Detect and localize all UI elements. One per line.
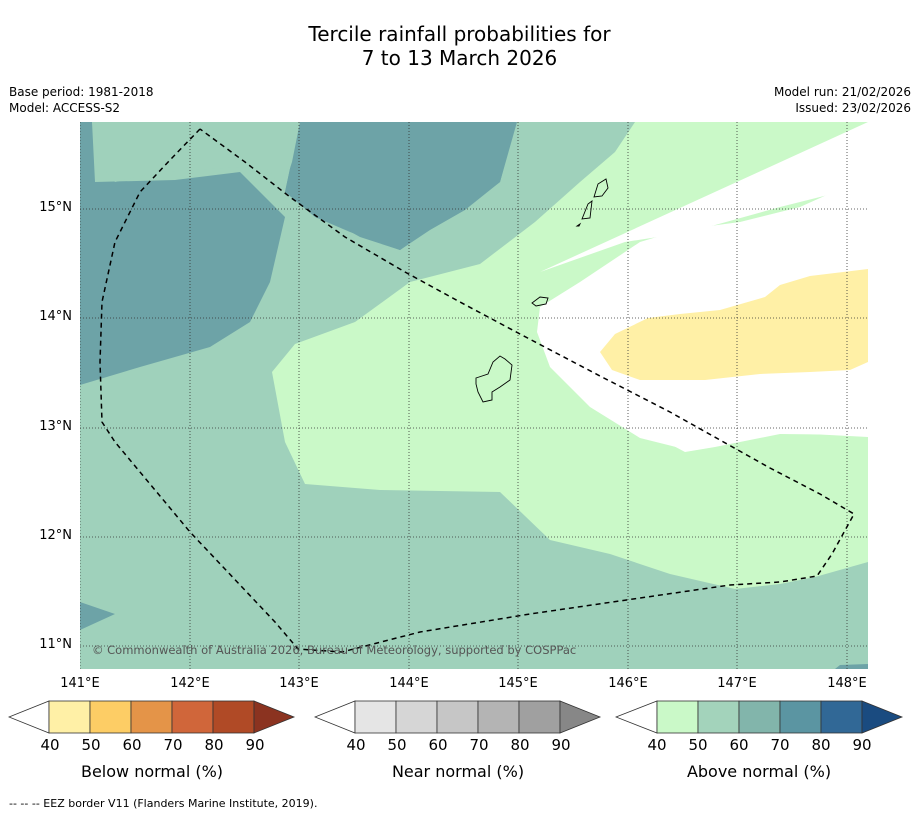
cb-above-swatch-70: [779, 700, 822, 734]
cb-below-upper-arrow: [253, 700, 296, 734]
model-name: Model: ACCESS-S2: [9, 101, 121, 115]
colorbar-below-normal: [8, 700, 296, 734]
no-signal-region-main: [537, 174, 868, 448]
cb-near-tick-50: 50: [387, 736, 407, 754]
lon-label-148e: 148°E: [827, 676, 867, 691]
cb-above-swatch-80: [820, 700, 863, 734]
base-period: Base period: 1981-2018: [9, 85, 154, 99]
cb-above-swatch-60: [738, 700, 781, 734]
cb-below-tick-50: 50: [81, 736, 101, 754]
lon-label-146e: 146°E: [608, 676, 648, 691]
model-run: Model run: 21/02/2026: [773, 85, 911, 99]
lat-label-14n: 14°N: [39, 309, 72, 324]
cb-below-swatch-50: [89, 700, 132, 734]
cb-near-swatch-50: [395, 700, 438, 734]
eez-footnote: -- -- -- EEZ border V11 (Flanders Marine…: [9, 797, 318, 810]
cb-above-swatch-40: [656, 700, 699, 734]
island-tinian: [581, 200, 593, 220]
cb-near-swatch-40: [354, 700, 397, 734]
cb-below-tick-40: 40: [40, 736, 60, 754]
cb-above-tick-50: 50: [688, 736, 708, 754]
cb-near-lower-arrow: [314, 700, 356, 734]
issued-date: Issued: 23/02/2026: [795, 101, 911, 115]
cb-below-tick-90: 90: [245, 736, 265, 754]
cb-above-tick-60: 60: [729, 736, 749, 754]
cb-below-swatch-60: [130, 700, 173, 734]
cb-above-label: Above normal (%): [686, 762, 832, 781]
above-normal-60-region-sw: [80, 602, 115, 630]
island-guam: [475, 355, 513, 403]
cb-near-tick-90: 90: [551, 736, 571, 754]
chart-title: Tercile rainfall probabilities for 7 to …: [0, 22, 919, 70]
meta-left: Base period: 1981-2018 Model: ACCESS-S2: [9, 84, 154, 116]
island-aguijan: [575, 222, 582, 227]
eez-border: [99, 128, 856, 653]
lon-label-145e: 145°E: [498, 676, 538, 691]
cb-near-swatch-60: [436, 700, 479, 734]
above-normal-60-region-se: [835, 664, 868, 669]
cb-above-tick-90: 90: [852, 736, 872, 754]
cb-near-tick-60: 60: [428, 736, 448, 754]
lon-label-142e: 142°E: [170, 676, 210, 691]
cb-near-tick-80: 80: [510, 736, 530, 754]
lon-label-141e: 141°E: [60, 676, 100, 691]
cb-below-swatch-80: [212, 700, 255, 734]
cb-above-tick-40: 40: [647, 736, 667, 754]
rainfall-map: © Commonwealth of Australia 2026, Bureau…: [80, 122, 868, 669]
cb-below-tick-80: 80: [204, 736, 224, 754]
cb-below-tick-70: 70: [163, 736, 183, 754]
cb-below-label: Below normal (%): [80, 762, 224, 781]
colorbar-near-normal: [314, 700, 602, 734]
copyright-notice: © Commonwealth of Australia 2026, Bureau…: [92, 643, 576, 657]
meta-right: Model run: 21/02/2026 Issued: 23/02/2026: [774, 84, 911, 116]
cb-near-swatch-80: [518, 700, 561, 734]
cb-near-tick-40: 40: [346, 736, 366, 754]
islands: [475, 178, 609, 403]
lat-label-15n: 15°N: [39, 200, 72, 215]
above-normal-50-region-nw: [92, 122, 300, 192]
cb-below-swatch-70: [171, 700, 214, 734]
cb-near-swatch-70: [477, 700, 520, 734]
lon-label-144e: 144°E: [389, 676, 429, 691]
cb-near-label: Near normal (%): [391, 762, 525, 781]
above-normal-60-region-main: [90, 122, 517, 250]
colorbar-above-normal: [615, 700, 904, 734]
lat-label-11n: 11°N: [39, 637, 72, 652]
cb-above-tick-80: 80: [811, 736, 831, 754]
title-line-2: 7 to 13 March 2026: [361, 46, 558, 70]
cb-above-upper-arrow: [861, 700, 904, 734]
map-grid: [80, 122, 868, 669]
cb-above-tick-70: 70: [770, 736, 790, 754]
lat-label-13n: 13°N: [39, 419, 72, 434]
cb-above-lower-arrow: [615, 700, 658, 734]
cb-near-upper-arrow: [559, 700, 602, 734]
island-saipan: [593, 178, 609, 198]
lat-label-12n: 12°N: [39, 528, 72, 543]
cb-below-swatch-40: [48, 700, 91, 734]
cb-below-lower-arrow: [8, 700, 50, 734]
lon-label-147e: 147°E: [717, 676, 757, 691]
below-normal-40-region: [600, 269, 868, 380]
island-rota: [531, 296, 549, 307]
cb-above-swatch-50: [697, 700, 740, 734]
title-line-1: Tercile rainfall probabilities for: [308, 22, 611, 46]
cb-below-tick-60: 60: [122, 736, 142, 754]
lon-label-143e: 143°E: [279, 676, 319, 691]
cb-near-tick-70: 70: [469, 736, 489, 754]
